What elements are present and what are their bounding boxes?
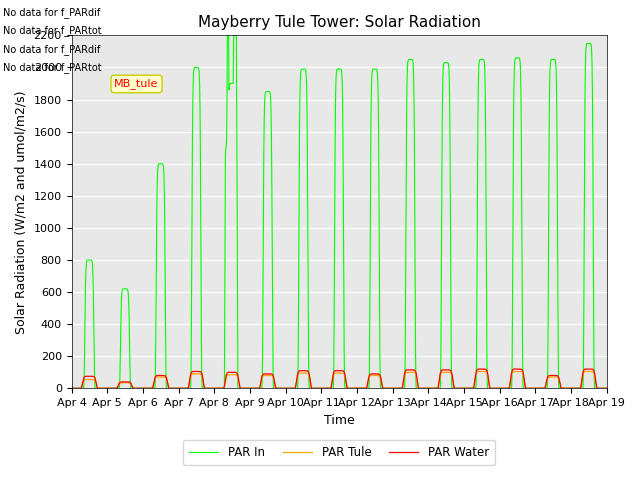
Text: No data for f_PARtot: No data for f_PARtot <box>3 62 102 73</box>
PAR Water <box>68 385 76 391</box>
PAR Tule <box>319 385 326 391</box>
PAR Water <box>459 385 467 391</box>
PAR In <box>603 385 611 391</box>
Line: PAR Tule: PAR Tule <box>72 372 607 388</box>
PAR Tule <box>429 385 437 391</box>
PAR In <box>490 385 497 391</box>
PAR In <box>459 385 467 391</box>
PAR Tule <box>602 385 610 391</box>
PAR In <box>602 385 610 391</box>
Text: No data for f_PARdif: No data for f_PARdif <box>3 7 100 18</box>
PAR Tule <box>68 385 76 391</box>
Title: Mayberry Tule Tower: Solar Radiation: Mayberry Tule Tower: Solar Radiation <box>198 15 481 30</box>
PAR In <box>164 385 172 391</box>
PAR Water <box>164 381 172 386</box>
Text: MB_tule: MB_tule <box>115 79 159 89</box>
PAR Tule <box>478 369 486 374</box>
PAR Water <box>319 385 326 391</box>
PAR Tule <box>603 385 611 391</box>
PAR In <box>68 385 76 391</box>
PAR Water <box>602 385 610 391</box>
Text: No data for f_PARtot: No data for f_PARtot <box>3 25 102 36</box>
PAR In <box>319 385 327 391</box>
X-axis label: Time: Time <box>324 414 355 427</box>
Y-axis label: Solar Radiation (W/m2 and umol/m2/s): Solar Radiation (W/m2 and umol/m2/s) <box>15 90 28 334</box>
PAR Water <box>429 385 437 391</box>
Line: PAR Water: PAR Water <box>72 369 607 388</box>
PAR Water <box>490 385 497 391</box>
PAR In <box>223 33 231 38</box>
PAR Tule <box>164 381 172 387</box>
PAR Tule <box>459 385 467 391</box>
PAR In <box>429 385 437 391</box>
Legend: PAR In, PAR Tule, PAR Water: PAR In, PAR Tule, PAR Water <box>183 440 495 465</box>
Text: No data for f_PARdif: No data for f_PARdif <box>3 44 100 55</box>
PAR Water <box>603 385 611 391</box>
PAR Water <box>478 366 486 372</box>
PAR Tule <box>490 385 497 391</box>
Line: PAR In: PAR In <box>72 36 607 388</box>
